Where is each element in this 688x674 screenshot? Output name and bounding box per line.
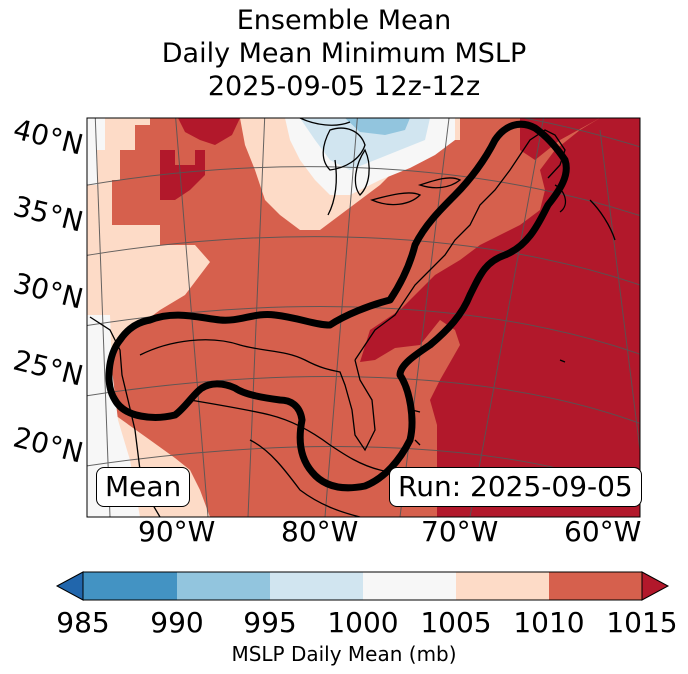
mean-label-box: Mean xyxy=(96,467,191,507)
colorbar-1000-1005 xyxy=(363,572,456,600)
shading-1000-1005-texas xyxy=(87,315,140,517)
colorbar-1010-1015 xyxy=(549,572,642,600)
colorbar-tick-990: 990 xyxy=(150,606,204,639)
shading-above-1015-east xyxy=(360,118,640,517)
map-frame xyxy=(86,117,641,518)
title-line-1: Ensemble Mean xyxy=(236,5,452,36)
colorbar-under-arrow xyxy=(55,571,84,601)
colorbar-frame xyxy=(82,571,643,601)
shading-1000-1005-west xyxy=(87,118,105,185)
run-date-box: Run: 2025-09-05 xyxy=(389,467,642,507)
colorbar-label: MSLP Daily Mean (mb) xyxy=(231,642,457,666)
lon-label-90w: 90°W xyxy=(138,515,216,548)
shading-above-1015-nw xyxy=(160,150,205,200)
title-line-2: Daily Mean Minimum MSLP xyxy=(161,38,527,69)
colorbar-tick-985: 985 xyxy=(56,606,110,639)
title-line-3: 2025-09-05 12z-12z xyxy=(207,71,481,102)
colorbar-995-1000 xyxy=(270,572,363,600)
shading-above-1015-north xyxy=(178,118,240,145)
colorbar-over-arrow xyxy=(641,571,670,601)
lon-label-60w: 60°W xyxy=(564,515,642,548)
colorbar-tick-1010: 1010 xyxy=(513,606,585,639)
colorbar-tick-1000: 1000 xyxy=(327,606,399,639)
colorbar-1005-1010 xyxy=(456,572,549,600)
colorbar-tick-1005: 1005 xyxy=(420,606,492,639)
colorbar-990-995 xyxy=(177,572,270,600)
ensemble-contour xyxy=(105,120,570,492)
lon-label-70w: 70°W xyxy=(421,515,499,548)
colorbar-tick-1015: 1015 xyxy=(606,606,678,639)
map-panel xyxy=(87,118,640,517)
shading-990-995 xyxy=(345,118,410,135)
colorbar-985-990 xyxy=(83,572,177,600)
colorbar xyxy=(55,571,670,601)
lon-label-80w: 80°W xyxy=(281,515,359,548)
colorbar-tick-995: 995 xyxy=(243,606,297,639)
